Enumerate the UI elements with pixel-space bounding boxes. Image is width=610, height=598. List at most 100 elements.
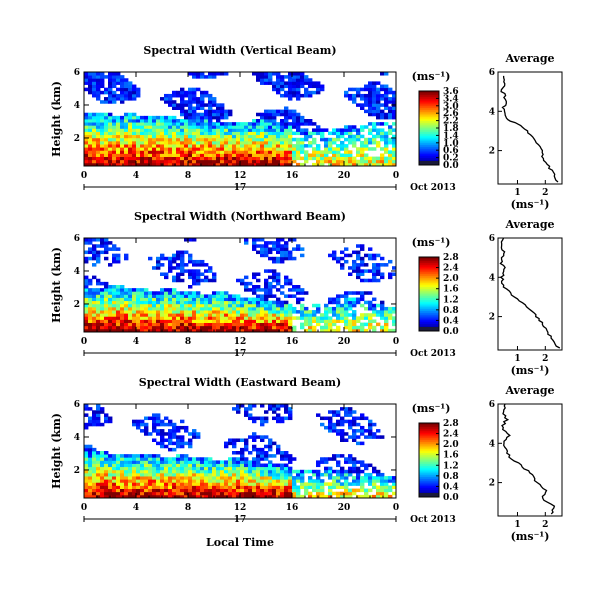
heatmap-cell	[188, 162, 193, 167]
heatmap-cell	[220, 162, 225, 167]
heatmap-cell	[268, 291, 273, 295]
heatmap-cell	[92, 451, 97, 455]
heatmap-cell	[252, 328, 257, 333]
heatmap-cell	[176, 425, 181, 430]
heatmap-cell	[176, 472, 181, 477]
heatmap-cell	[280, 463, 285, 468]
heatmap-cell	[372, 140, 377, 145]
heatmap-cell	[128, 159, 133, 164]
heatmap-cell	[236, 162, 241, 167]
heatmap-cell	[280, 485, 285, 489]
heatmap-cell	[112, 457, 117, 461]
heatmap-cell	[100, 306, 105, 311]
heatmap-cell	[292, 485, 297, 489]
heatmap-cell	[108, 122, 113, 126]
heatmap-cell	[188, 90, 193, 95]
heatmap-cell	[132, 153, 137, 157]
heatmap-cell	[300, 479, 305, 483]
heatmap-cell	[196, 466, 201, 471]
heatmap-cell	[128, 153, 133, 157]
heatmap-cell	[260, 247, 265, 251]
colorbar-swatch	[419, 281, 439, 284]
heatmap-cell	[128, 90, 133, 95]
heatmap-cell	[284, 454, 289, 458]
heatmap-cell	[240, 306, 245, 311]
heatmap-cell	[348, 140, 353, 145]
heatmap-cell	[104, 131, 109, 136]
heatmap-cell	[268, 269, 273, 273]
heatmap-cell	[384, 316, 389, 320]
heatmap-cell	[88, 444, 93, 449]
heatmap-cell	[172, 472, 177, 477]
heatmap-cell	[164, 306, 169, 311]
heatmap-cell	[376, 159, 381, 164]
heatmap-cell	[100, 119, 105, 123]
heatmap-cell	[104, 297, 109, 302]
heatmap-cell	[268, 285, 273, 289]
heatmap-cell	[372, 162, 377, 167]
heatmap-cell	[232, 322, 237, 327]
heatmap-cell	[232, 162, 237, 167]
heatmap-cell	[100, 162, 105, 167]
heatmap-cell	[160, 303, 165, 308]
heatmap-cell	[232, 441, 237, 446]
heatmap-cell	[168, 269, 173, 273]
heatmap-cell	[388, 275, 393, 280]
heatmap-cell	[332, 410, 337, 414]
heatmap-cell	[392, 319, 397, 323]
heatmap-cell	[248, 281, 253, 286]
heatmap-cell	[232, 131, 237, 136]
heatmap-cell	[92, 413, 97, 417]
heatmap-cell	[288, 150, 293, 154]
heatmap-cell	[260, 328, 265, 333]
heatmap-cell	[376, 253, 381, 258]
heatmap-cell	[256, 306, 261, 311]
heatmap-cell	[276, 150, 281, 154]
colorbar-swatch	[419, 484, 439, 487]
heatmap-cell	[136, 479, 141, 483]
heatmap-cell	[312, 128, 317, 132]
heatmap-cell	[280, 494, 285, 499]
heatmap-cell	[168, 103, 173, 107]
heatmap-cell	[272, 469, 277, 474]
heatmap-cell	[380, 137, 385, 142]
heatmap-cell	[388, 109, 393, 114]
heatmap-cell	[108, 241, 113, 245]
heatmap-cell	[248, 413, 253, 417]
heatmap-cell	[328, 422, 333, 427]
heatmap-cell	[328, 485, 333, 489]
heatmap-cell	[132, 476, 137, 480]
heatmap-cell	[344, 479, 349, 483]
heatmap-cell	[304, 137, 309, 142]
heatmap-cell	[240, 472, 245, 477]
heatmap-cell	[116, 140, 121, 145]
colorbar-swatch	[419, 102, 439, 105]
heatmap-cell	[284, 125, 289, 129]
heatmap-cell	[140, 131, 145, 136]
heatmap-cell	[336, 469, 341, 474]
heatmap-cell	[160, 313, 165, 317]
heatmap-cell	[300, 156, 305, 161]
heatmap-cell	[180, 303, 185, 308]
heatmap-cell	[156, 482, 161, 486]
heatmap-cell	[392, 109, 397, 114]
heatmap-cell	[256, 78, 261, 82]
heatmap-cell	[136, 288, 141, 292]
heatmap-cell	[92, 457, 97, 461]
heatmap-cell	[92, 422, 97, 427]
heatmap-cell	[184, 131, 189, 136]
heatmap-cell	[352, 97, 357, 101]
heatmap-cell	[92, 122, 97, 126]
heatmap-cell	[276, 476, 281, 480]
heatmap-cell	[368, 479, 373, 483]
heatmap-cell	[308, 93, 313, 98]
heatmap-cell	[112, 491, 117, 496]
x-tick-label: 0	[393, 337, 399, 347]
heatmap-cell	[248, 297, 253, 302]
heatmap-cell	[100, 313, 105, 317]
heatmap-cell	[172, 256, 177, 261]
colorbar-swatch	[419, 122, 439, 125]
heatmap-cell	[376, 266, 381, 270]
heatmap-cell	[168, 310, 173, 314]
heatmap-cell	[88, 303, 93, 308]
